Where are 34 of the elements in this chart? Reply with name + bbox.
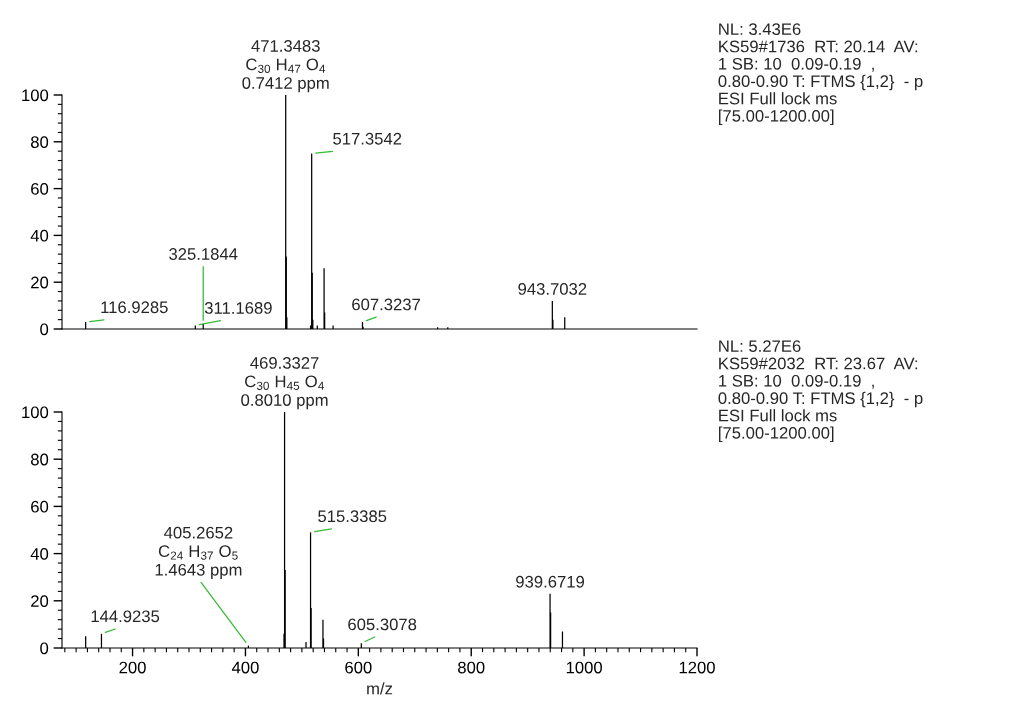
- y-tick-label: 20: [31, 595, 49, 607]
- x-tick-label: 1200: [679, 661, 715, 674]
- annotation: 943.7032: [518, 283, 587, 295]
- y-tick-label: 60: [31, 500, 49, 513]
- annotation: 607.3237: [352, 298, 420, 311]
- annotation: 939.6719: [516, 575, 585, 588]
- y-tick-label: 40: [30, 548, 49, 560]
- y-tick-label: 80: [30, 453, 49, 466]
- y-tick-label: 100: [22, 89, 49, 102]
- annotation: 605.3078: [348, 618, 417, 631]
- y-tick-label: 0: [40, 323, 49, 336]
- y-tick-label: 0: [40, 642, 49, 655]
- annotation: 469.3327 C$_{30}$ H$_{45}$ O$_{4}$ 0.8010 ppm: [241, 357, 328, 410]
- y-tick-label: 100: [22, 406, 49, 419]
- annotation: 405.2652 C$_{24}$ H$_{37}$ O$_{5}$ 1.4643 ppm: [155, 526, 242, 579]
- annotation: 325.1844: [169, 248, 238, 260]
- text: NL: 3.43E6 KS59#1736 RT: 20.14 AV: 1 SB: 10 0.09-0.19 , 0.80-0.90 T: FTMS {1,2} - p ESI Full lock ms [75.00-1200.00]: [718, 23, 923, 126]
- annotation: 471.3483 C$_{30}$ H$_{47}$ O$_{4}$ 0.7412 ppm: [242, 40, 329, 93]
- x-tick-label: 1000: [566, 661, 602, 674]
- annotation: 311.1689: [204, 302, 272, 314]
- y-tick-label: 60: [31, 183, 49, 195]
- y-tick-label: 80: [30, 136, 49, 148]
- text: NL: 5.27E6 KS59#2032 RT: 23.67 AV: 1 SB: 10 0.09-0.19 , 0.80-0.90 T: FTMS {1,2} - p ESI Full lock ms [75.00-1200.00]: [718, 340, 923, 443]
- annotation: 515.3385: [318, 510, 387, 523]
- annotation: 517.3542: [333, 132, 402, 145]
- x-tick-label: 400: [231, 661, 259, 674]
- x-tick-label: 600: [345, 661, 372, 674]
- annotation: 144.9235: [91, 610, 160, 623]
- y-tick-label: 40: [30, 229, 49, 242]
- annotation: 116.9285: [101, 301, 168, 314]
- x-axis-title: m/z: [367, 682, 393, 695]
- x-tick-label: 800: [458, 661, 485, 674]
- y-tick-label: 20: [31, 276, 49, 289]
- x-tick-label: 200: [119, 661, 146, 674]
